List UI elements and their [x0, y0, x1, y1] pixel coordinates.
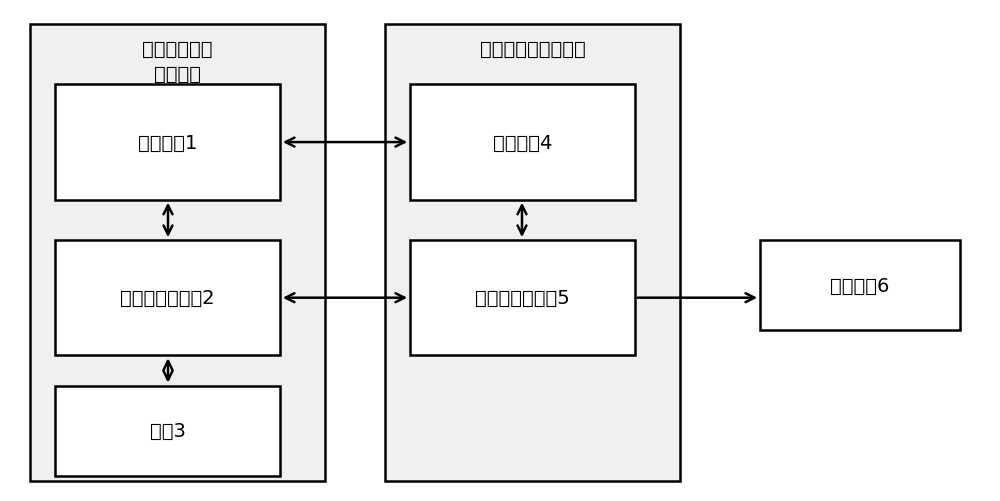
Text: 拖挂车辆的电池系统: 拖挂车辆的电池系统	[480, 40, 585, 59]
FancyArrowPatch shape	[164, 361, 172, 380]
Text: 第一电池控制器2: 第一电池控制器2	[120, 289, 215, 308]
Text: 用电设备6: 用电设备6	[830, 276, 890, 295]
FancyArrowPatch shape	[638, 294, 754, 303]
FancyArrowPatch shape	[518, 206, 526, 235]
Bar	[760, 240, 960, 331]
Text: 第二电池控制器5: 第二电池控制器5	[475, 289, 570, 308]
Bar	[410, 85, 635, 200]
Text: 第二电池4: 第二电池4	[493, 133, 552, 152]
Bar	[55, 386, 280, 476]
Bar	[385, 25, 680, 481]
FancyArrowPatch shape	[164, 206, 172, 235]
Text: 电机3: 电机3	[150, 421, 185, 440]
Bar	[55, 240, 280, 356]
Text: 新能源车辆的
电池系统: 新能源车辆的 电池系统	[142, 40, 213, 84]
Text: 第一电池1: 第一电池1	[138, 133, 197, 152]
Bar	[55, 85, 280, 200]
Bar	[410, 240, 635, 356]
FancyArrowPatch shape	[286, 294, 404, 303]
FancyArrowPatch shape	[286, 138, 404, 147]
Bar	[30, 25, 325, 481]
